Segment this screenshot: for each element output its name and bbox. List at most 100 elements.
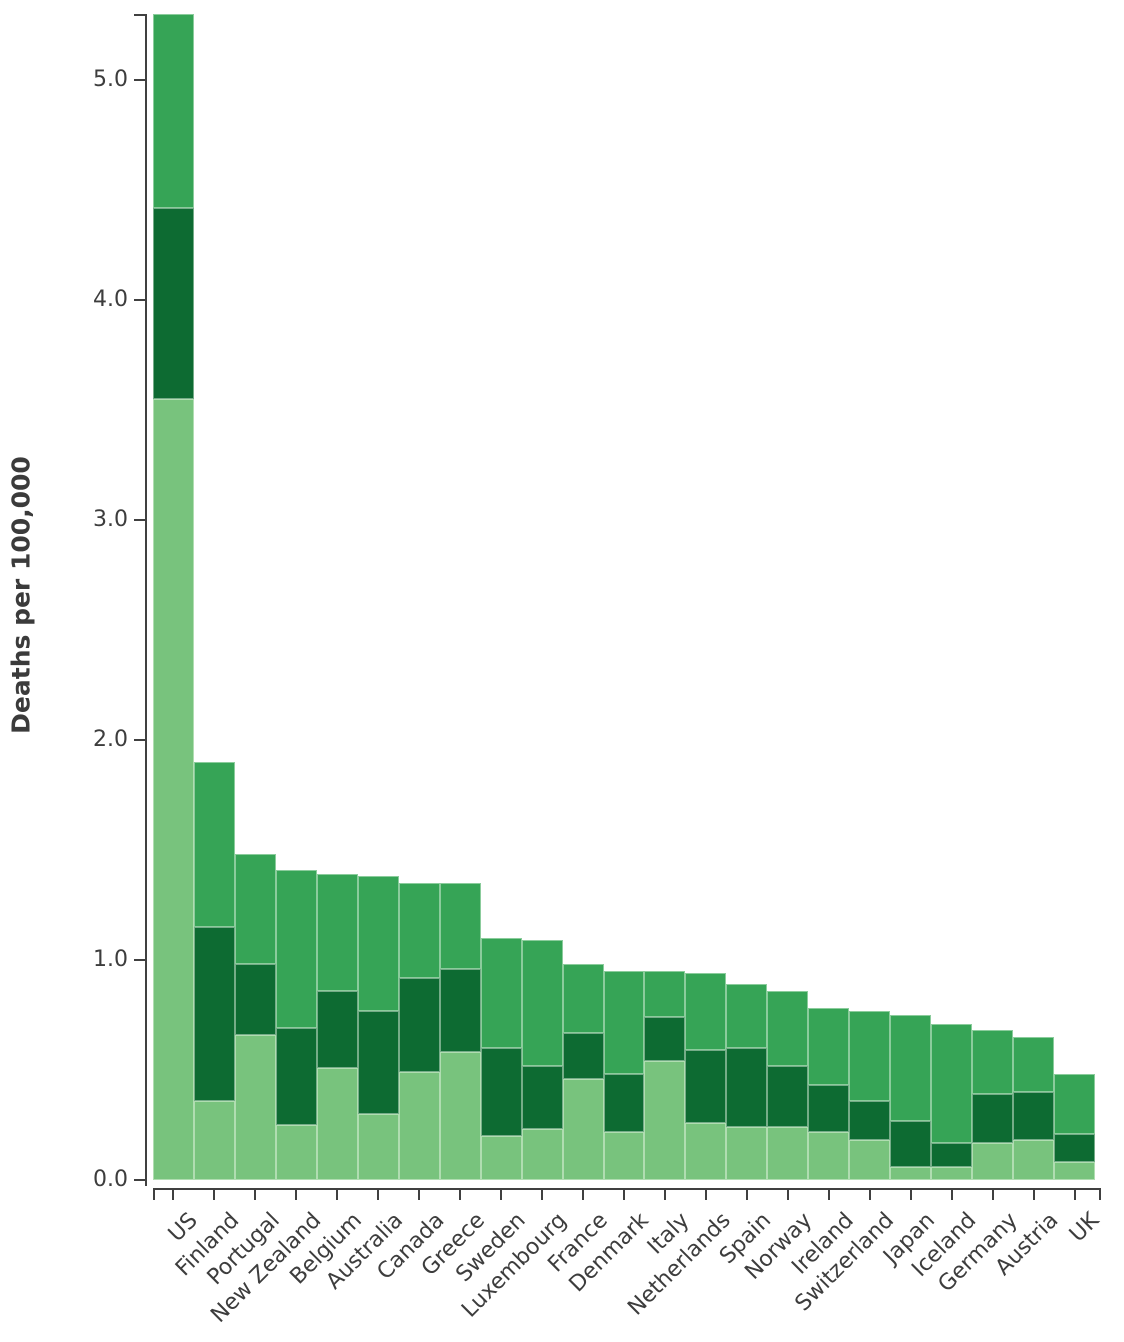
bar-segment-luxembourg xyxy=(521,940,563,1066)
bar-segment-portugal xyxy=(234,854,276,965)
y-tick-label: 4.0 xyxy=(93,287,128,312)
bar-segment-austria xyxy=(1013,1037,1055,1092)
bar-segment-netherlands xyxy=(685,973,727,1051)
y-tick xyxy=(134,79,146,81)
x-tick xyxy=(663,1190,666,1200)
bar-segment-sweden xyxy=(480,1048,522,1136)
bar-segment-new-zealand xyxy=(275,869,317,1029)
x-tick xyxy=(459,1190,462,1200)
bar-segment-switzerland xyxy=(849,1140,891,1180)
x-tick xyxy=(991,1190,994,1200)
x-tick xyxy=(582,1190,585,1200)
x-tick xyxy=(868,1190,871,1200)
bar-segment-greece xyxy=(439,1052,481,1180)
x-tick xyxy=(909,1190,912,1200)
bar-segment-japan xyxy=(890,1015,932,1121)
bar-segment-uk xyxy=(1054,1074,1095,1134)
bar-segment-australia xyxy=(357,1114,399,1180)
bar-segment-australia xyxy=(357,876,399,1011)
bar-segment-us xyxy=(153,399,194,1180)
bar-segment-sweden xyxy=(480,938,522,1048)
bar-segment-spain xyxy=(726,984,768,1048)
bar-segment-portugal xyxy=(234,964,276,1035)
bar-segment-austria xyxy=(1013,1140,1055,1180)
bar-segment-netherlands xyxy=(685,1122,727,1180)
x-tick xyxy=(1099,1190,1101,1200)
y-tick-label: 3.0 xyxy=(93,507,128,532)
bar-segment-norway xyxy=(767,990,809,1066)
x-tick xyxy=(254,1190,257,1200)
y-tick-label: 5.0 xyxy=(93,67,128,92)
y-tick-label: 1.0 xyxy=(93,947,128,972)
bar-segment-iceland xyxy=(931,1023,973,1143)
x-tick xyxy=(827,1190,830,1200)
bar-segment-spain xyxy=(726,1048,768,1128)
bar-segment-switzerland xyxy=(849,1010,891,1101)
x-tick xyxy=(786,1190,789,1200)
bar-segment-norway xyxy=(767,1065,809,1128)
bar-segment-belgium xyxy=(316,1067,358,1180)
x-tick xyxy=(1032,1190,1035,1200)
bar-segment-spain xyxy=(726,1127,768,1180)
bar-segment-canada xyxy=(398,883,440,978)
bar-segment-switzerland xyxy=(849,1100,891,1141)
bar-segment-luxembourg xyxy=(521,1129,563,1180)
bar-segment-japan xyxy=(890,1120,932,1167)
y-tick xyxy=(134,519,146,521)
bar-segment-ireland xyxy=(808,1085,850,1132)
bar-segment-france xyxy=(562,1078,604,1180)
y-tick xyxy=(134,299,146,301)
x-tick-label: UK xyxy=(1064,1208,1105,1248)
y-axis-endcap xyxy=(134,14,146,16)
bar-segment-austria xyxy=(1013,1092,1055,1141)
x-tick xyxy=(950,1190,953,1200)
bar-segment-denmark xyxy=(603,1074,645,1132)
x-tick xyxy=(745,1190,748,1200)
bar-segment-netherlands xyxy=(685,1050,727,1123)
bar-segment-portugal xyxy=(234,1034,276,1180)
y-tick xyxy=(134,739,146,741)
x-axis-line xyxy=(153,1188,1101,1190)
bar-segment-germany xyxy=(972,1142,1014,1180)
bar-segment-new-zealand xyxy=(275,1125,317,1180)
x-tick xyxy=(1073,1190,1076,1200)
x-tick xyxy=(541,1190,544,1200)
bar-segment-france xyxy=(562,1032,604,1079)
bar-segment-italy xyxy=(644,1061,686,1180)
y-tick xyxy=(134,959,146,961)
y-tick-label: 2.0 xyxy=(93,727,128,752)
x-tick xyxy=(153,1190,155,1200)
bar-segment-us xyxy=(153,207,194,399)
bar-segment-belgium xyxy=(316,874,358,991)
x-tick xyxy=(500,1190,503,1200)
y-tick xyxy=(134,1179,146,1181)
bar-segment-denmark xyxy=(603,971,645,1075)
bar-segment-us xyxy=(153,14,194,208)
bar-segment-germany xyxy=(972,1030,1014,1095)
bar-segment-canada xyxy=(398,977,440,1073)
y-axis-title: Deaths per 100,000 xyxy=(6,456,36,734)
bar-segment-iceland xyxy=(931,1166,973,1180)
bar-segment-new-zealand xyxy=(275,1028,317,1125)
bar-segment-greece xyxy=(439,883,481,969)
x-tick xyxy=(377,1190,380,1200)
bar-segment-finland xyxy=(193,762,235,927)
x-tick xyxy=(336,1190,339,1200)
bar-segment-australia xyxy=(357,1010,399,1114)
y-tick-label: 0.0 xyxy=(93,1167,128,1192)
x-tick xyxy=(704,1190,707,1200)
bar-segment-italy xyxy=(644,1017,686,1062)
bar-segment-iceland xyxy=(931,1142,973,1167)
x-tick xyxy=(418,1190,421,1200)
bar-segment-denmark xyxy=(603,1131,645,1180)
x-tick xyxy=(213,1190,216,1200)
bar-segment-uk xyxy=(1054,1162,1095,1180)
bar-segment-sweden xyxy=(480,1136,522,1180)
bar-segment-greece xyxy=(439,968,481,1053)
bar-segment-ireland xyxy=(808,1131,850,1180)
bar-segment-france xyxy=(562,964,604,1033)
bar-segment-finland xyxy=(193,927,235,1101)
bar-segment-canada xyxy=(398,1072,440,1180)
bar-segment-ireland xyxy=(808,1008,850,1086)
